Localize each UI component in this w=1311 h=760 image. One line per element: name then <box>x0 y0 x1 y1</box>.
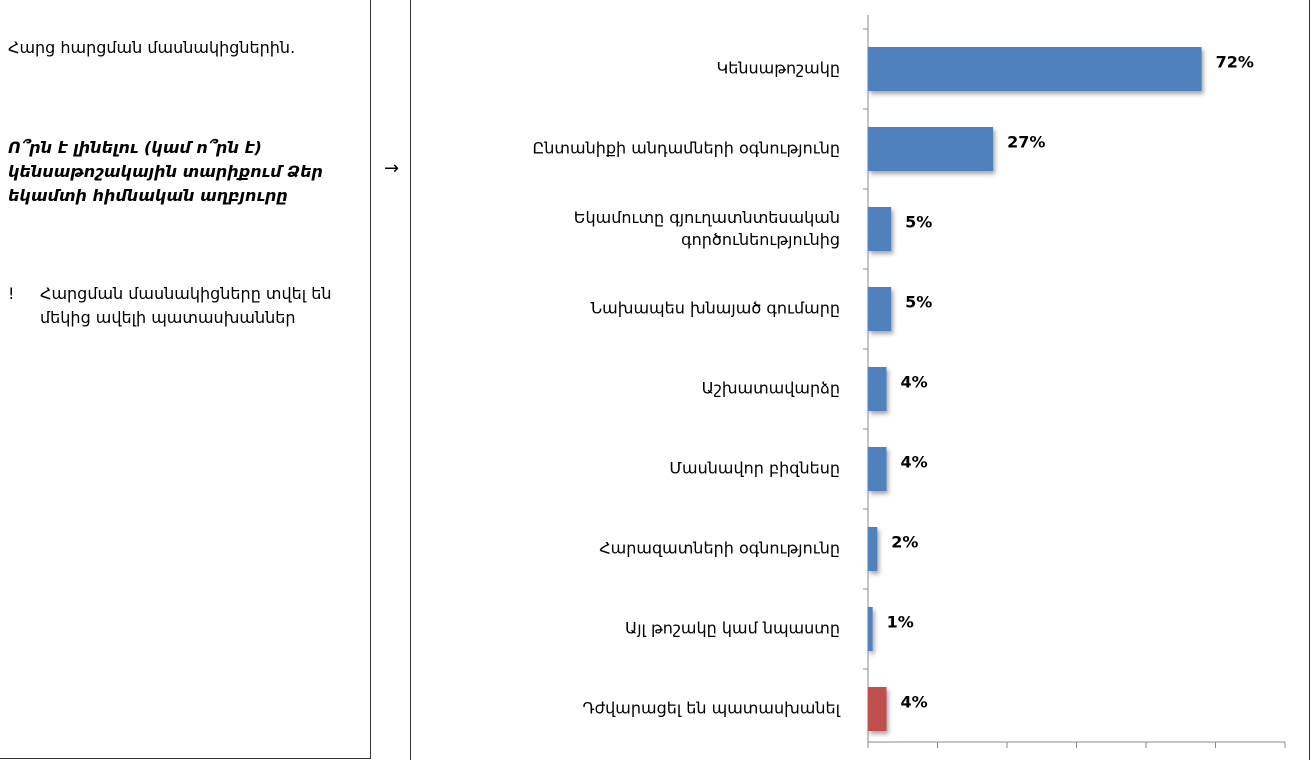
value-label: 4% <box>901 693 928 712</box>
category-label: Կենսաթոշակը <box>716 59 840 78</box>
arrow: → <box>384 158 400 179</box>
category-label: Եկամուտը գյուղատնտեսական գործունեությունի… <box>574 208 840 249</box>
chart-frame <box>410 0 1310 760</box>
note-mark: ! <box>8 284 15 303</box>
intro-text: Հարց հարցման մասնակիցներին. <box>8 38 296 57</box>
category-label: Հարազատների օգնությունը <box>599 539 840 558</box>
text-panel: Հարց հարցման մասնակիցներին. Ո՞րն է լինել… <box>0 0 371 759</box>
value-label: 1% <box>887 613 914 632</box>
bar <box>868 367 887 411</box>
category-label: Ընտանիքի անդամների օգնությունը <box>533 139 840 158</box>
bar <box>868 287 892 331</box>
bar <box>868 127 994 171</box>
category-label: Աշխատավարձը <box>702 379 840 398</box>
category-label: Նախապես խնայած գումարը <box>591 299 840 318</box>
bar <box>868 47 1202 91</box>
category-label: Դժվարացել են պատասխանել <box>583 699 841 718</box>
bar <box>868 207 892 251</box>
bar <box>868 527 878 571</box>
value-label: 27% <box>1007 133 1045 152</box>
note-text: Հարցման մասնակիցները տվել են մեկից ավելի… <box>40 284 332 327</box>
bar <box>868 447 887 491</box>
value-label: 4% <box>901 373 928 392</box>
value-label: 4% <box>901 453 928 472</box>
value-label: 2% <box>891 533 918 552</box>
question-text: Ո՞րն է լինելու (կամ ո՞րն է) կենսաթոշակայ… <box>8 138 323 205</box>
bar <box>868 607 873 651</box>
value-label: 72% <box>1216 53 1254 72</box>
bar <box>868 687 887 731</box>
value-label: 5% <box>905 213 932 232</box>
value-label: 5% <box>905 293 932 312</box>
category-label: Այլ թոշակը կամ նպաստը <box>625 619 840 638</box>
chart: Կենսաթոշակը 72% Ընտանիքի անդամների օգնությ… <box>410 0 1310 760</box>
category-label: Մասնավոր բիզնեսը <box>669 459 840 478</box>
